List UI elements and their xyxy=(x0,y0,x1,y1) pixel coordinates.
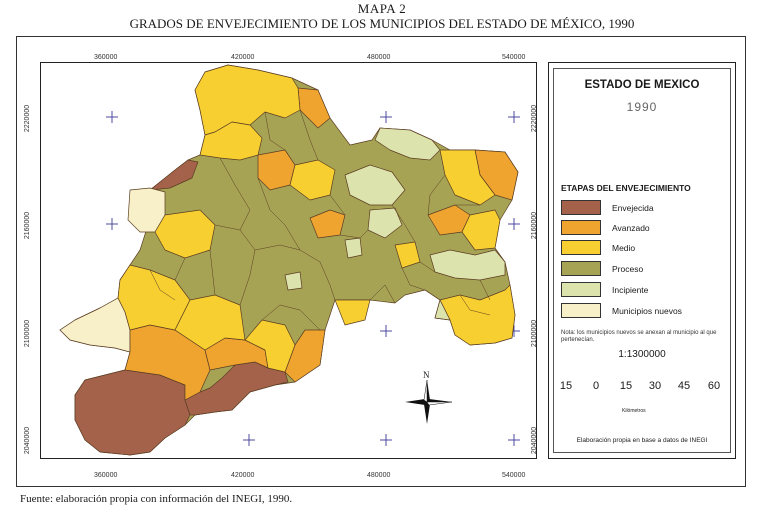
scalebar-unit: Kilómetros xyxy=(622,408,646,414)
bottom-tick-2: 420000 xyxy=(231,472,255,479)
region-incipiente-c3 xyxy=(284,271,303,291)
region-incipiente-ne2 xyxy=(374,127,441,161)
region-nuevos-west xyxy=(59,297,131,353)
bottom-tick-4: 540000 xyxy=(502,472,526,479)
inner-borders xyxy=(149,109,491,331)
scalebar-number: 15 xyxy=(619,380,633,392)
region-incipiente-c xyxy=(367,207,403,239)
scalebar-number: 15 xyxy=(559,380,573,392)
region-medio-sc xyxy=(244,319,296,373)
region-incipiente-se xyxy=(429,249,506,281)
region-envejecida-3 xyxy=(149,159,199,191)
legend-label: Proceso xyxy=(612,264,644,274)
region-avanzado-center xyxy=(309,209,346,239)
scalebar-number: 60 xyxy=(707,380,721,392)
legend-heading: ETAPAS DEL ENVEJECIMIENTO xyxy=(561,183,691,193)
legend-swatch xyxy=(561,240,601,255)
top-tick-1: 360000 xyxy=(94,54,118,61)
legend-label: Avanzado xyxy=(612,223,650,233)
legend-credit: Elaboración propia en base a datos de IN… xyxy=(576,437,708,444)
legend-label: Municipios nuevos xyxy=(612,306,682,316)
scalebar-number: 45 xyxy=(677,380,691,392)
legend-swatch xyxy=(561,200,601,215)
region-medio-east1 xyxy=(439,149,496,206)
north-arrow-icon xyxy=(405,379,453,424)
region-medio-east2 xyxy=(461,209,501,251)
legend-swatch xyxy=(561,261,601,276)
municipalities xyxy=(59,64,519,456)
region-medio-c xyxy=(334,299,371,326)
legend-note: Nota: los municipios nuevos se anexan al… xyxy=(561,330,717,343)
legend-inner-frame xyxy=(553,68,731,453)
region-envejecida-1 xyxy=(74,369,191,456)
legend-state-name: ESTADO DE MEXICO xyxy=(584,79,700,91)
legend-panel xyxy=(548,62,736,459)
top-tick-2: 420000 xyxy=(231,54,255,61)
figure-number: MAPA 2 xyxy=(357,1,407,16)
region-medio-north2 xyxy=(199,121,263,161)
region-medio-west xyxy=(154,209,216,259)
legend-label: Medio xyxy=(612,243,636,253)
region-incipiente-ne xyxy=(344,164,406,206)
scalebar-number: 0 xyxy=(592,380,600,392)
source-note: Fuente: elaboración propia con informaci… xyxy=(20,493,293,505)
legend-label: Envejecida xyxy=(612,203,654,213)
legend-year: 1990 xyxy=(626,100,658,114)
legend-swatch xyxy=(561,220,601,235)
bottom-tick-1: 360000 xyxy=(94,472,118,479)
scalebar-number: 30 xyxy=(648,380,662,392)
bottom-tick-3: 480000 xyxy=(367,472,391,479)
region-medio-east3 xyxy=(439,284,516,346)
outer-frame xyxy=(16,36,746,487)
legend-swatch xyxy=(561,303,601,318)
region-incipiente-se2 xyxy=(424,289,451,321)
region-incipiente-c2 xyxy=(344,237,363,259)
legend-swatch xyxy=(561,282,601,297)
top-tick-4: 540000 xyxy=(502,54,526,61)
figure-title: GRADOS DE ENVEJECIMIENTO DE LOS MUNICIPI… xyxy=(129,16,635,31)
top-tick-3: 480000 xyxy=(367,54,391,61)
map-scale: 1:1300000 xyxy=(618,349,666,360)
region-medio-nc xyxy=(289,159,336,201)
region-medio-s xyxy=(174,294,246,351)
legend-label: Incipiente xyxy=(612,285,649,295)
north-label: N xyxy=(423,370,430,380)
